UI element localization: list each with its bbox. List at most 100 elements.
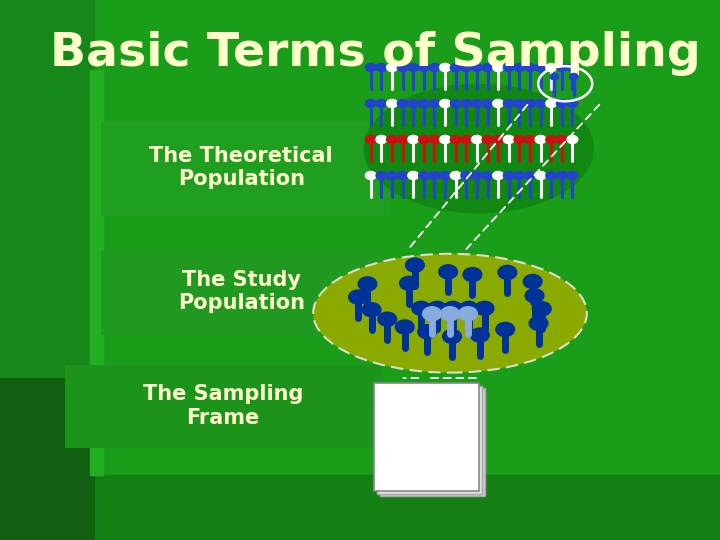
Circle shape: [450, 136, 461, 144]
Bar: [90, 70, 103, 475]
Circle shape: [387, 99, 397, 107]
Circle shape: [470, 328, 489, 342]
Circle shape: [397, 63, 408, 71]
Circle shape: [376, 172, 387, 179]
Circle shape: [546, 136, 557, 144]
Circle shape: [366, 99, 376, 107]
Circle shape: [461, 63, 472, 71]
Circle shape: [535, 99, 546, 107]
Bar: [0, 378, 94, 540]
Circle shape: [567, 99, 577, 107]
Circle shape: [429, 63, 440, 71]
Circle shape: [450, 63, 461, 71]
Circle shape: [412, 301, 431, 315]
Circle shape: [472, 172, 482, 179]
Circle shape: [418, 99, 429, 107]
Circle shape: [550, 73, 559, 80]
Circle shape: [408, 99, 418, 107]
Text: The Sampling
Frame: The Sampling Frame: [143, 384, 303, 428]
Circle shape: [366, 63, 376, 71]
Circle shape: [535, 136, 546, 144]
Circle shape: [461, 136, 472, 144]
Circle shape: [557, 172, 567, 179]
Circle shape: [535, 63, 546, 71]
Circle shape: [378, 312, 397, 326]
Circle shape: [408, 63, 418, 71]
FancyBboxPatch shape: [101, 122, 389, 216]
Circle shape: [441, 307, 459, 321]
Circle shape: [397, 136, 408, 144]
Circle shape: [567, 172, 577, 179]
Circle shape: [450, 99, 461, 107]
Circle shape: [450, 172, 461, 179]
Circle shape: [498, 265, 517, 279]
Circle shape: [443, 329, 462, 343]
Circle shape: [400, 276, 418, 291]
Circle shape: [472, 99, 482, 107]
Circle shape: [492, 63, 503, 71]
Circle shape: [503, 172, 514, 179]
Circle shape: [567, 136, 577, 144]
Circle shape: [475, 301, 494, 315]
Circle shape: [567, 63, 577, 71]
Circle shape: [514, 99, 525, 107]
Text: The Theoretical
Population: The Theoretical Population: [149, 146, 333, 189]
Circle shape: [376, 136, 387, 144]
Circle shape: [482, 63, 493, 71]
Bar: [0, 0, 94, 540]
Circle shape: [459, 301, 478, 315]
Circle shape: [459, 307, 477, 321]
Circle shape: [408, 136, 418, 144]
Circle shape: [397, 172, 408, 179]
Circle shape: [429, 172, 440, 179]
Circle shape: [482, 172, 493, 179]
Circle shape: [472, 136, 482, 144]
Circle shape: [366, 136, 376, 144]
Circle shape: [482, 99, 493, 107]
Circle shape: [397, 99, 408, 107]
Circle shape: [570, 73, 578, 80]
FancyBboxPatch shape: [65, 364, 382, 448]
Circle shape: [525, 63, 536, 71]
Circle shape: [546, 63, 557, 71]
Circle shape: [535, 172, 546, 179]
Circle shape: [362, 302, 381, 316]
Circle shape: [461, 99, 472, 107]
Circle shape: [428, 301, 446, 315]
Circle shape: [525, 172, 536, 179]
Circle shape: [438, 265, 457, 279]
Circle shape: [525, 99, 536, 107]
Circle shape: [503, 136, 514, 144]
Text: The Study
Population: The Study Population: [178, 270, 305, 313]
Ellipse shape: [364, 84, 594, 213]
Circle shape: [376, 63, 387, 71]
Text: Basic Terms of Sampling: Basic Terms of Sampling: [50, 31, 701, 77]
Circle shape: [557, 63, 567, 71]
Circle shape: [429, 99, 440, 107]
Circle shape: [463, 268, 482, 282]
Circle shape: [514, 136, 525, 144]
Circle shape: [387, 63, 397, 71]
Circle shape: [496, 322, 515, 336]
Circle shape: [395, 320, 414, 334]
Circle shape: [523, 274, 542, 288]
Circle shape: [444, 301, 462, 315]
Circle shape: [418, 63, 429, 71]
Circle shape: [492, 136, 503, 144]
Circle shape: [492, 172, 503, 179]
Circle shape: [418, 325, 436, 339]
Circle shape: [348, 290, 367, 304]
Bar: [0, 475, 720, 540]
Circle shape: [529, 316, 548, 330]
Circle shape: [532, 302, 551, 316]
Circle shape: [546, 172, 557, 179]
FancyBboxPatch shape: [101, 251, 389, 335]
Circle shape: [423, 307, 441, 321]
Circle shape: [525, 289, 544, 303]
Circle shape: [440, 172, 451, 179]
Circle shape: [461, 172, 472, 179]
Circle shape: [492, 99, 503, 107]
Circle shape: [557, 99, 567, 107]
FancyBboxPatch shape: [374, 383, 479, 491]
Circle shape: [440, 136, 451, 144]
